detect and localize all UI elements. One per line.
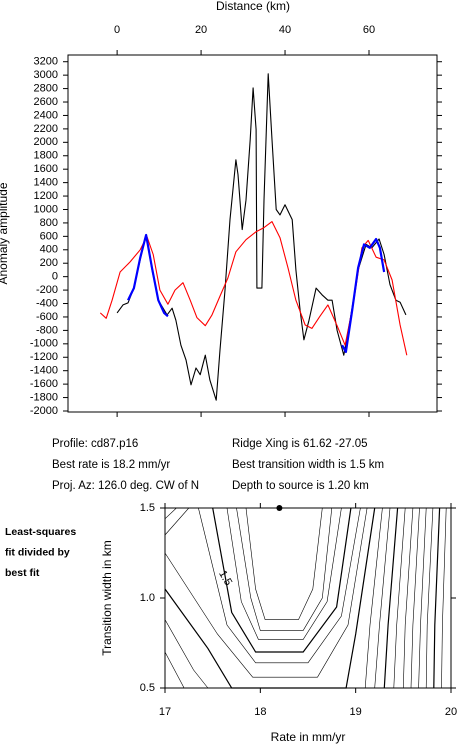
y-tick-label: -200 (36, 284, 58, 296)
contour-line (164, 507, 190, 536)
contour-line (164, 507, 177, 520)
x-tick-label: 17 (159, 706, 171, 718)
info-text: Depth to source is 1.20 km (232, 480, 369, 492)
y-tick-label: 200 (40, 257, 58, 269)
plot-frame (164, 507, 452, 689)
contour-line (164, 507, 368, 678)
y-tick-label: -1400 (30, 365, 58, 377)
data-line (116, 73, 407, 401)
y-tick-label: 1200 (34, 190, 58, 202)
y-axis-label: Anomaly amplitude (0, 182, 10, 284)
info-text: Ridge Xing is 61.62 -27.05 (232, 438, 368, 450)
contour-line (374, 507, 391, 689)
side-title: Least-squares (5, 526, 76, 538)
y-tick-label: 2400 (34, 109, 58, 121)
x-tick-label: 40 (279, 24, 291, 36)
y-tick-label: 0.5 (140, 682, 155, 694)
y-tick-label: 1800 (34, 150, 58, 162)
y-tick-label: 0 (52, 271, 58, 283)
side-title: fit divided by (5, 546, 70, 558)
y-tick-label: 600 (40, 230, 58, 242)
contour-line (393, 507, 406, 689)
contour-line (236, 507, 333, 631)
y-tick-label: 1400 (34, 177, 58, 189)
contour-line (418, 507, 427, 689)
x-tick-label: 18 (254, 706, 266, 718)
y-tick-label: 2200 (34, 123, 58, 135)
x-tick-label: 20 (195, 24, 207, 36)
contour-line (198, 507, 361, 664)
data-line (127, 233, 386, 353)
y-tick-label: 2000 (34, 136, 58, 148)
y-axis-label: Transition width in km (100, 540, 114, 656)
y-tick-label: -1200 (30, 351, 58, 363)
x-tick-label: 0 (114, 24, 120, 36)
y-tick-label: -2000 (30, 405, 58, 417)
contour-line (164, 651, 185, 689)
best-fit-point (276, 505, 283, 511)
side-title: best fit (5, 567, 40, 579)
contour-line (212, 507, 352, 653)
y-tick-label: -1000 (30, 338, 58, 350)
x-tick-label: 19 (350, 706, 362, 718)
y-tick-label: -1800 (30, 391, 58, 403)
y-tick-label: 400 (40, 244, 58, 256)
y-tick-label: -400 (36, 297, 58, 309)
y-tick-label: 1600 (34, 163, 58, 175)
x-tick-label: 20 (445, 706, 457, 718)
y-tick-label: 2600 (34, 96, 58, 108)
y-tick-label: 1.0 (140, 592, 155, 604)
y-tick-label: 800 (40, 217, 58, 229)
contour-line (164, 507, 376, 689)
info-text: Profile: cd87.p16 (52, 438, 138, 450)
info-text: Proj. Az: 126.0 deg. CW of N (52, 480, 199, 492)
y-tick-label: 2800 (34, 82, 58, 94)
info-text: Best rate is 18.2 mm/yr (52, 459, 170, 471)
x-tick-label: 60 (363, 24, 375, 36)
y-tick-label: 3000 (34, 69, 58, 81)
y-tick-label: 1000 (34, 203, 58, 215)
info-text: Best transition width is 1.5 km (232, 459, 384, 471)
contour-line (164, 619, 209, 689)
contour-line (441, 507, 447, 689)
y-tick-label: -1600 (30, 378, 58, 390)
contour-line (383, 507, 399, 689)
y-tick-label: 1.5 (140, 502, 155, 514)
y-tick-label: -600 (36, 311, 58, 323)
contour-line (433, 507, 441, 689)
contour-line (226, 507, 342, 640)
x-axis-label: Rate in mm/yr (271, 730, 346, 744)
contour-line (245, 507, 323, 620)
x-axis-label: Distance (km) (216, 0, 290, 13)
contour-line (425, 507, 434, 689)
contour-line (403, 507, 414, 689)
contour-label: 1.5 (216, 569, 234, 588)
contour-line (364, 507, 383, 689)
y-tick-label: 3200 (34, 56, 58, 68)
contour-line (410, 507, 420, 689)
plot-frame (67, 54, 438, 413)
y-tick-label: -800 (36, 324, 58, 336)
